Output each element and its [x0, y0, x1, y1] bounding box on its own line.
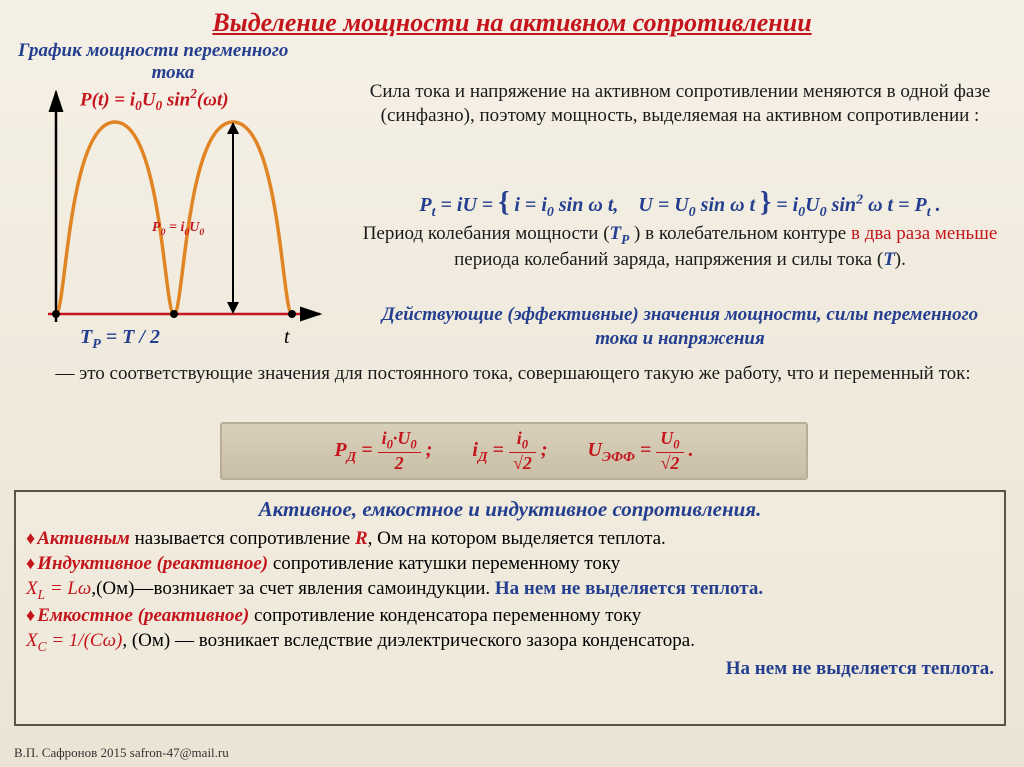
formula-id: iД = i0√2 ; — [472, 428, 547, 475]
l3blue: На нем не выделяется теплота. — [495, 578, 763, 599]
l2rest: сопротивление катушки переменному току — [268, 553, 620, 574]
power-chart: P(t) = i0U0 sin2(ωt) P0 = i0U0 TP = T / … — [20, 82, 330, 362]
l1b: , Ом на котором выделяется теплота. — [368, 528, 666, 549]
l4rest: сопротивление конденсатора переменному т… — [249, 605, 641, 626]
page-title: Выделение мощности на активном сопротивл… — [0, 0, 1024, 38]
l3rest: ,(Ом)—возникает за счет явления самоинду… — [91, 578, 495, 599]
line-capacitive-3: На нем не выделяется теплота. — [26, 656, 994, 681]
term-inductive: Индуктивное (реактивное) — [37, 553, 268, 574]
diamond-icon: ♦ — [26, 553, 35, 573]
p2-red: в два раза меньше — [851, 223, 997, 244]
p2-end: ). — [895, 249, 906, 270]
effective-values-box: PД = i0·U02 ; iД = i0√2 ; UЭФФ = U0√2 . — [220, 422, 808, 480]
chart-peak-label: P0 = i0U0 — [152, 220, 204, 238]
resistance-types-box: Активное, емкостное и индуктивное сопрот… — [14, 490, 1006, 726]
l6blue: На нем не выделяется теплота. — [726, 658, 994, 679]
chart-x-t-label: t — [284, 326, 290, 349]
line-inductive-2: XL = Lω,(Ом)—возникает за счет явления с… — [26, 576, 994, 603]
subtitle-line2: тока — [18, 62, 328, 84]
paragraph-1: Сила тока и напряжение на активном сопро… — [360, 80, 1000, 129]
chart-x-tp-label: TP = T / 2 — [80, 326, 160, 353]
credit-line: В.П. Сафронов 2015 safron-47@mail.ru — [14, 745, 229, 761]
l1-R: R — [355, 528, 368, 549]
chart-subtitle: График мощности переменного тока — [0, 38, 358, 84]
paragraph-4: — это соответствующие значения для посто… — [18, 362, 1008, 386]
l1a: называется сопротивление — [130, 528, 355, 549]
term-capacitive: Емкостное (реактивное) — [37, 605, 249, 626]
chart-formula-top: P(t) = i0U0 sin2(ωt) — [80, 86, 229, 114]
paragraph-2: Период колебания мощности (TP ) в колеба… — [360, 222, 1000, 272]
diamond-icon: ♦ — [26, 605, 35, 625]
subtitle-line1: График мощности переменного — [18, 40, 288, 61]
bottom-title: Активное, емкостное и индуктивное сопрот… — [26, 496, 994, 524]
formula-pd: PД = i0·U02 ; — [334, 428, 432, 475]
paragraph-3-heading: Действующие (эффективные) значения мощно… — [360, 303, 1000, 352]
line-capacitive-2: XC = 1/(Cω), (Ом) — возникает вследствие… — [26, 628, 994, 655]
formula-power-line: Pt = iU = { i = i0 sin ω t, U = U0 sin ω… — [360, 185, 1000, 222]
p2-mid2: периода колебаний заряда, напряжения и с… — [454, 249, 883, 270]
formula-ueff: UЭФФ = U0√2 . — [588, 428, 694, 475]
p2-pre: Период колебания мощности ( — [363, 223, 610, 244]
diamond-icon: ♦ — [26, 528, 35, 548]
p2-t: T — [883, 249, 895, 270]
line-inductive-1: ♦Индуктивное (реактивное) сопротивление … — [26, 551, 994, 576]
l5rest: , (Ом) — возникает вследствие диэлектрич… — [122, 630, 695, 651]
line-active: ♦Активным называется сопротивление R, Ом… — [26, 526, 994, 551]
p2-mid1: ) в колебательном контуре — [629, 223, 851, 244]
term-active: Активным — [37, 528, 130, 549]
line-capacitive-1: ♦Емкостное (реактивное) сопротивление ко… — [26, 603, 994, 628]
